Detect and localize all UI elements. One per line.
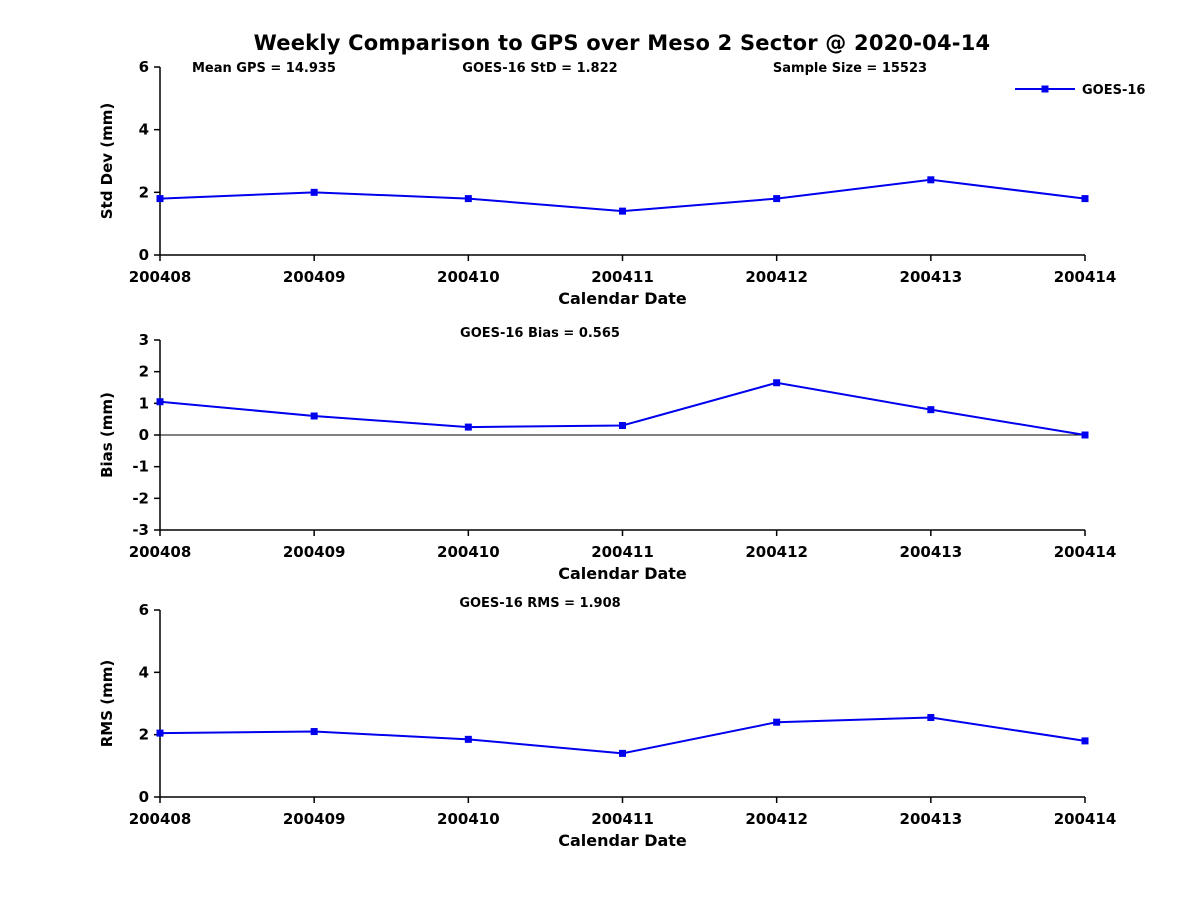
x-tick-label: 200414 (1054, 543, 1117, 561)
data-marker (619, 749, 626, 757)
legend-label: GOES-16 (1082, 83, 1145, 98)
x-axis-label: Calendar Date (558, 289, 687, 308)
annotation: Mean GPS = 14.935 (192, 61, 336, 76)
data-marker (773, 195, 781, 203)
x-tick-label: 200413 (900, 810, 963, 828)
x-tick-label: 200412 (745, 268, 808, 286)
y-tick-label: 6 (139, 58, 149, 76)
data-marker (773, 718, 781, 726)
x-tick-label: 200411 (591, 268, 654, 286)
x-tick-label: 200411 (591, 543, 654, 561)
y-tick-label: 2 (139, 726, 149, 744)
x-tick-label: 200414 (1054, 268, 1117, 286)
y-tick-label: 0 (139, 426, 149, 444)
chart-title: GOES-16 Bias = 0.565 (460, 326, 620, 341)
y-tick-label: 3 (139, 331, 149, 349)
legend-marker (1041, 85, 1049, 93)
x-tick-label: 200408 (129, 543, 192, 561)
x-tick-label: 200410 (437, 543, 500, 561)
data-marker (464, 735, 472, 743)
x-tick-label: 200412 (745, 543, 808, 561)
data-marker (773, 379, 781, 387)
x-tick-label: 200413 (900, 268, 963, 286)
x-tick-label: 200408 (129, 810, 192, 828)
x-tick-label: 200409 (283, 268, 346, 286)
data-marker (1081, 431, 1089, 439)
x-tick-label: 200410 (437, 268, 500, 286)
data-marker (156, 398, 164, 406)
y-tick-label: 1 (139, 394, 149, 412)
x-tick-label: 200413 (900, 543, 963, 561)
annotation: GOES-16 StD = 1.822 (462, 61, 617, 76)
y-tick-label: -1 (132, 458, 149, 476)
data-marker (156, 729, 164, 737)
chart-title: GOES-16 RMS = 1.908 (459, 596, 620, 611)
x-tick-label: 200414 (1054, 810, 1117, 828)
data-marker (619, 207, 626, 215)
data-marker (1081, 737, 1089, 745)
data-marker (464, 423, 472, 431)
y-tick-label: 6 (139, 601, 149, 619)
y-tick-label: 0 (139, 788, 149, 806)
chart-3-rms-mm: 0 2 4 6 200408 200409 200410 200411 200412 200413… (98, 596, 1116, 850)
y-axis-label: Std Dev (mm) (98, 103, 116, 220)
y-tick-label: 4 (139, 121, 149, 139)
data-marker (310, 188, 318, 196)
data-marker (927, 714, 935, 722)
x-tick-label: 200412 (745, 810, 808, 828)
y-tick-label: 2 (139, 183, 149, 201)
annotation: Sample Size = 15523 (773, 61, 927, 76)
y-tick-label: 4 (139, 663, 149, 681)
data-marker (156, 195, 164, 203)
x-axis-label: Calendar Date (558, 564, 687, 583)
data-line (159, 178, 1086, 213)
data-marker (927, 176, 935, 184)
data-marker (310, 728, 318, 736)
x-tick-label: 200409 (283, 543, 346, 561)
y-tick-label: -3 (132, 521, 149, 539)
chart-1-std-dev-mm: 0 2 4 6 200408 200409 200410 200411 200412 200413… (98, 58, 1145, 308)
chart-2-bias-mm: -3 -2 -1 0 1 2 3 200408 200409 200410 200411 200412… (98, 326, 1116, 583)
data-marker (1081, 195, 1089, 203)
page-title: Weekly Comparison to GPS over Meso 2 Sec… (253, 31, 991, 55)
x-tick-label: 200408 (129, 268, 192, 286)
x-axis-label: Calendar Date (558, 831, 687, 850)
data-marker (619, 422, 626, 429)
x-tick-label: 200410 (437, 810, 500, 828)
data-marker (927, 406, 935, 414)
y-axis-label: RMS (mm) (98, 660, 116, 747)
x-tick-label: 200411 (591, 810, 654, 828)
data-marker (464, 195, 472, 203)
legend: GOES-16 (1015, 83, 1145, 98)
data-line (159, 716, 1086, 755)
y-axis-label: Bias (mm) (98, 392, 116, 478)
x-tick-label: 200409 (283, 810, 346, 828)
y-tick-label: -2 (132, 489, 149, 507)
y-tick-label: 2 (139, 363, 149, 381)
y-tick-label: 0 (139, 246, 149, 264)
data-marker (310, 412, 318, 420)
